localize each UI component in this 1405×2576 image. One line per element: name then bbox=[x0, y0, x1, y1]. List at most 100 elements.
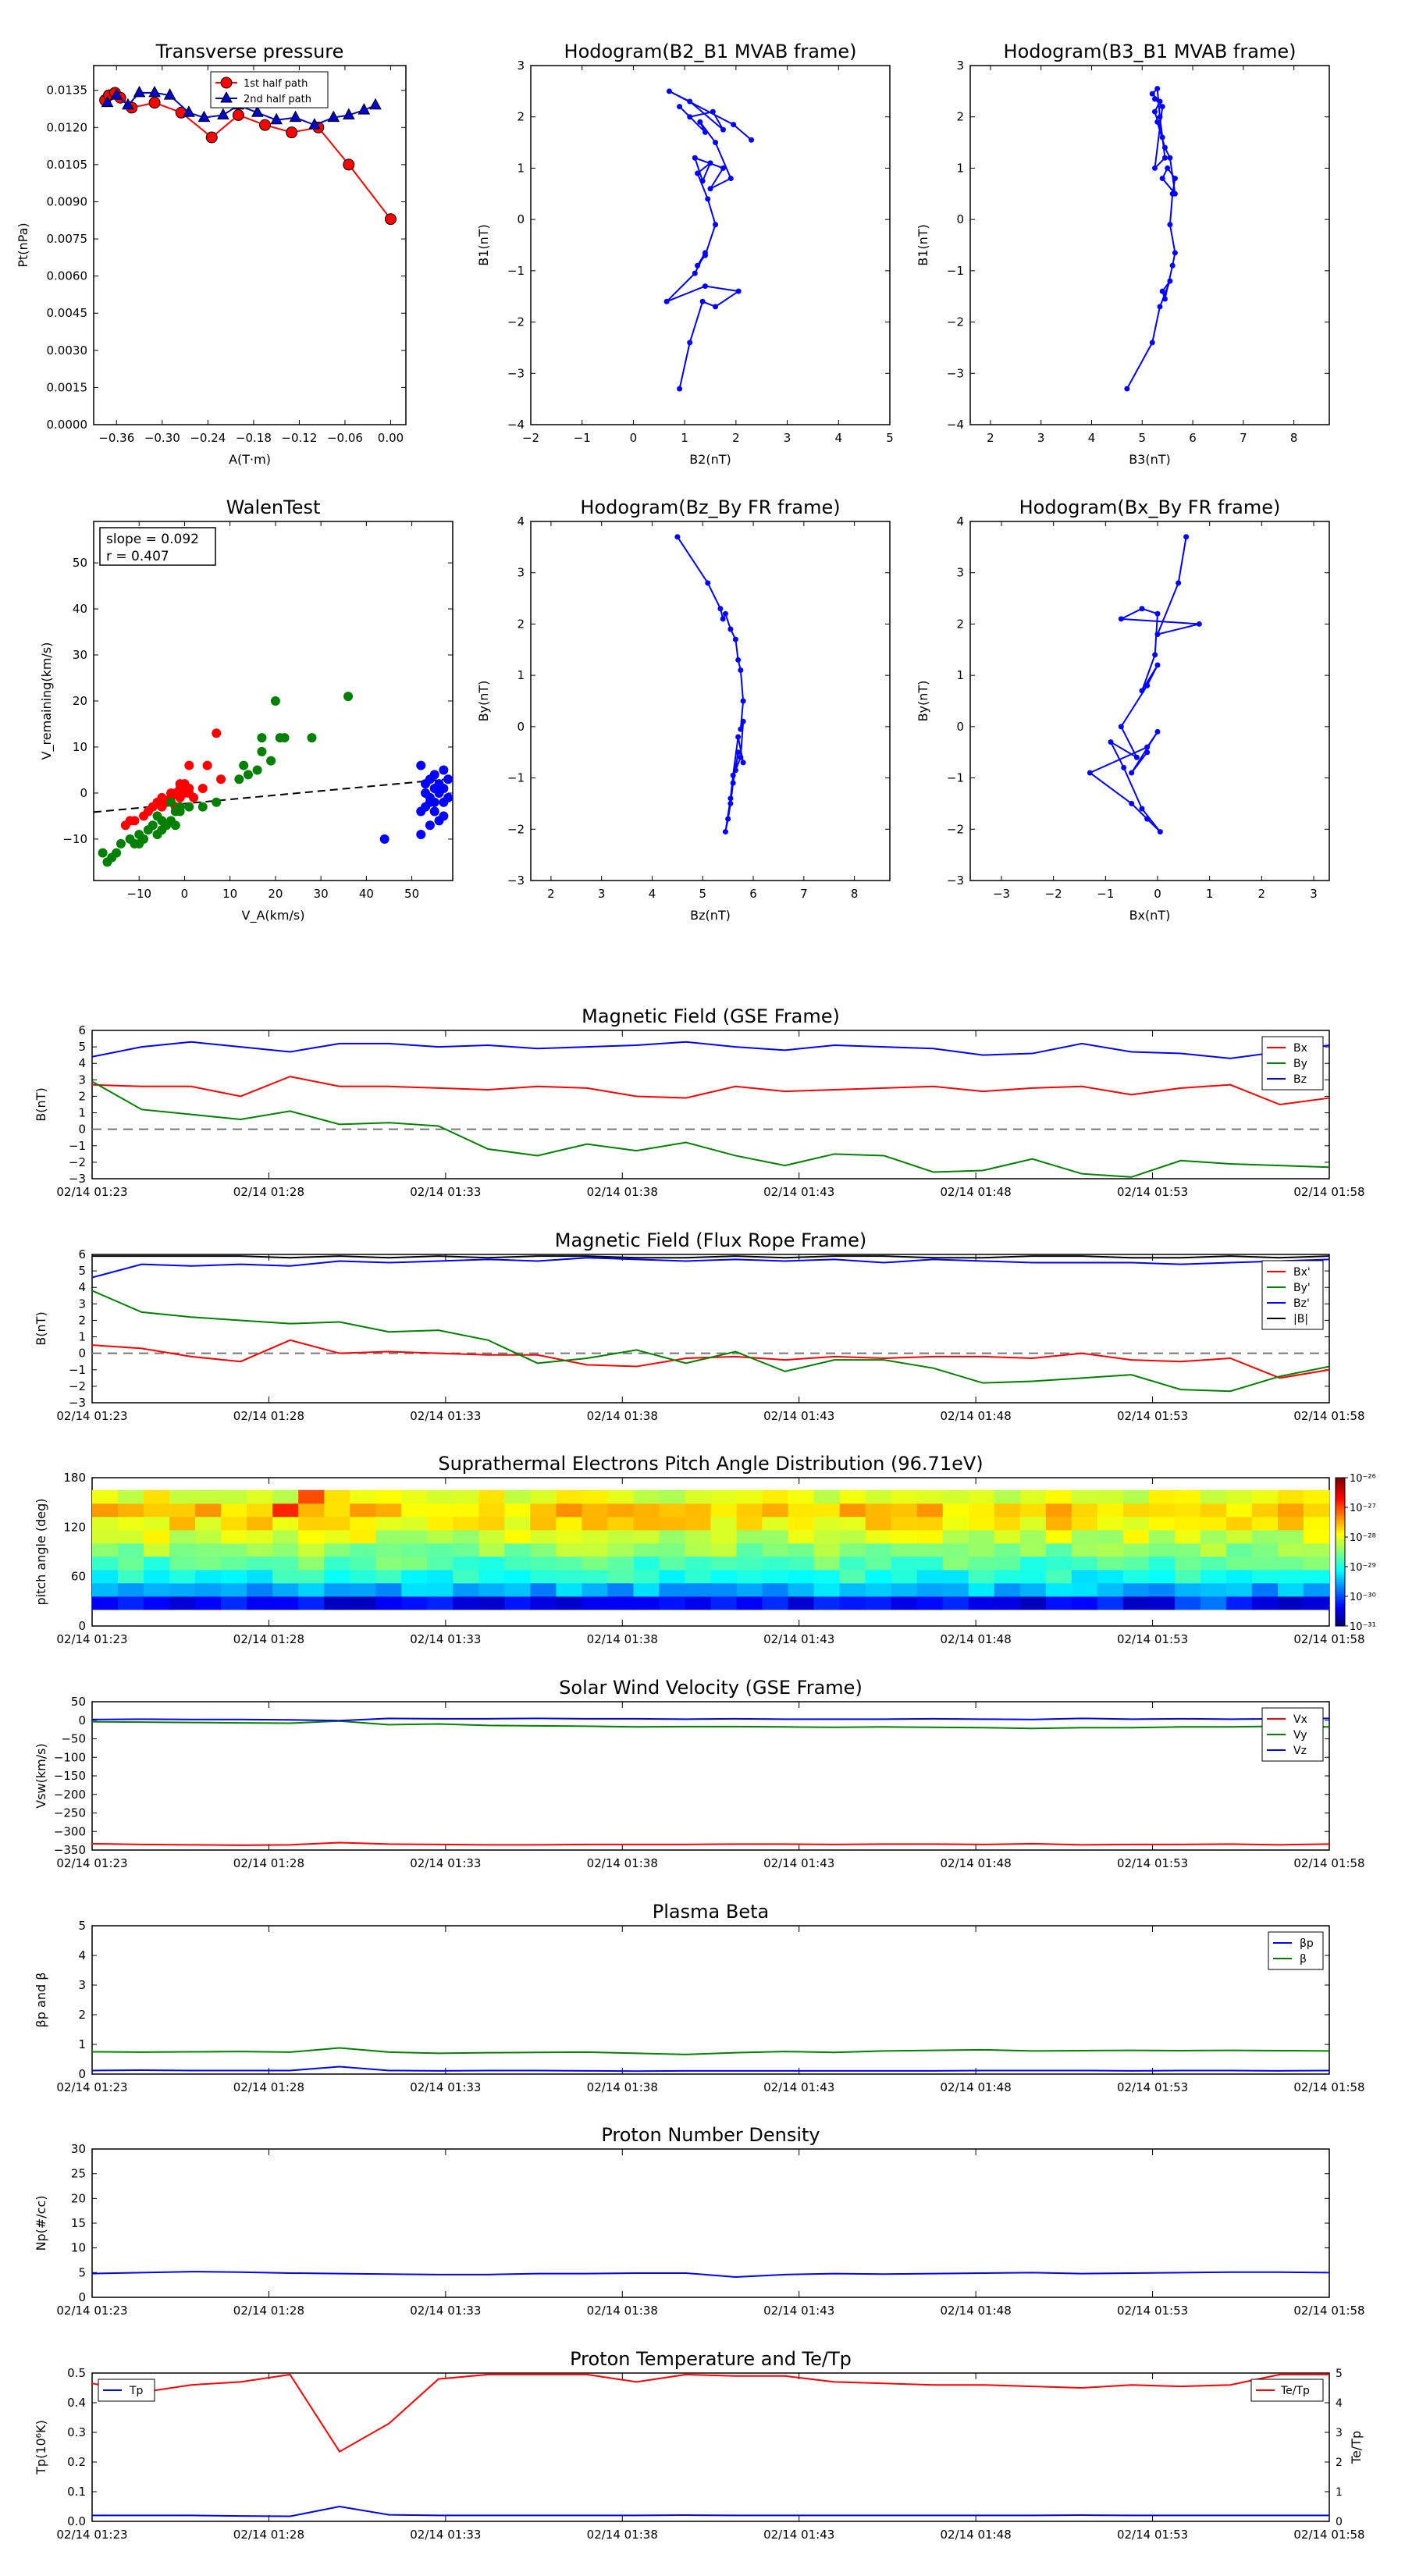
pad-heatmap-cell bbox=[1071, 1596, 1098, 1610]
pad-heatmap-cell bbox=[1019, 1582, 1047, 1597]
pad-heatmap-cell bbox=[427, 1596, 454, 1610]
h3-series-line bbox=[677, 536, 745, 832]
pad-heatmap-cell bbox=[788, 1569, 815, 1584]
pad-heatmap-cell bbox=[478, 1596, 505, 1610]
vsw-xtick-label: 02/14 01:58 bbox=[1293, 1856, 1364, 1870]
pad-heatmap-cell bbox=[916, 1542, 944, 1557]
h3-data-point bbox=[735, 734, 742, 740]
h3-xtick-label: 5 bbox=[699, 887, 707, 901]
pad-colorbar-cell bbox=[1336, 1534, 1345, 1538]
pad-heatmap-cell bbox=[401, 1582, 428, 1597]
vsw-ylabel: Vsw(km/s) bbox=[34, 1743, 48, 1808]
h1-xtick-label: 0 bbox=[630, 431, 638, 445]
walen-scatter-point bbox=[279, 733, 290, 743]
pad-heatmap-cell bbox=[1097, 1556, 1124, 1571]
tp-ytick-label: 0.0045 bbox=[47, 306, 88, 320]
pad-heatmap-cell bbox=[891, 1582, 918, 1597]
pad-heatmap-cell bbox=[478, 1516, 505, 1531]
mag_gse-ytick-label: 0 bbox=[78, 1123, 86, 1137]
h4-data-point bbox=[1129, 800, 1135, 806]
pad-heatmap-cell bbox=[1200, 1542, 1227, 1557]
pad-heatmap-cell bbox=[1045, 1542, 1072, 1557]
pad-heatmap-cell bbox=[478, 1556, 505, 1571]
pad-heatmap-cell bbox=[169, 1516, 196, 1531]
h2-ytick-label: −1 bbox=[947, 264, 964, 278]
pad-heatmap-cell bbox=[762, 1516, 789, 1531]
walen-scatter-point bbox=[416, 830, 426, 840]
pad-heatmap-cell bbox=[247, 1542, 273, 1557]
pad-heatmap-cell bbox=[195, 1556, 222, 1571]
pad-colorbar-cell bbox=[1336, 1606, 1345, 1610]
pad-heatmap-cell bbox=[350, 1556, 376, 1571]
tp-ytick-label: 0.0015 bbox=[47, 380, 88, 394]
h2-data-point bbox=[1172, 250, 1178, 256]
tp-xtick-label: −0.12 bbox=[281, 431, 317, 445]
pad-heatmap-cell bbox=[1251, 1542, 1279, 1557]
pad-heatmap-cell bbox=[839, 1582, 866, 1597]
pad-ytick-label: 180 bbox=[63, 1471, 86, 1485]
pad-heatmap-cell bbox=[762, 1582, 789, 1597]
pad-heatmap-cell bbox=[1122, 1569, 1150, 1584]
temp-xtick-label: 02/14 01:38 bbox=[587, 2528, 658, 2542]
tp-legend-label: 1st half path bbox=[244, 78, 308, 90]
pad-heatmap-cell bbox=[582, 1516, 608, 1531]
pad-heatmap-cell bbox=[1122, 1529, 1150, 1544]
h3-data-point bbox=[740, 718, 746, 724]
tp-ytick-label: 0.0060 bbox=[47, 269, 88, 283]
pad-heatmap-cell bbox=[221, 1503, 247, 1517]
mag_gse-series-line bbox=[91, 1080, 1330, 1178]
pad-heatmap-cell bbox=[401, 1489, 428, 1504]
pad-heatmap-cell bbox=[324, 1542, 350, 1557]
pad-heatmap-cell bbox=[968, 1582, 995, 1597]
h4-series-line bbox=[1088, 536, 1200, 833]
walen-scatter-point bbox=[379, 834, 389, 844]
h1-ytick-label: 0 bbox=[517, 212, 525, 226]
pad-heatmap-cell bbox=[1303, 1503, 1330, 1517]
mag_gse-xtick-label: 02/14 01:58 bbox=[1293, 1185, 1364, 1199]
walen-xtick-label: −10 bbox=[126, 887, 151, 901]
pad-heatmap-cell bbox=[169, 1489, 196, 1504]
tp-data-point bbox=[110, 88, 123, 100]
vsw-ytick-label: 50 bbox=[71, 1695, 86, 1709]
pad-heatmap-cell bbox=[633, 1516, 660, 1531]
walen-scatter-point bbox=[216, 774, 226, 785]
pad-heatmap-cell bbox=[272, 1489, 299, 1504]
pad-heatmap-cell bbox=[1045, 1503, 1072, 1517]
h2-ytick-label: 1 bbox=[956, 161, 964, 175]
pad-heatmap-cell bbox=[942, 1596, 969, 1610]
h4-xtick-label: 2 bbox=[1258, 887, 1266, 901]
h2-ytick-label: −3 bbox=[947, 366, 964, 380]
pad-xtick-label: 02/14 01:28 bbox=[233, 1632, 304, 1646]
mag_fr-ytick-label: 5 bbox=[78, 1264, 86, 1278]
h4-ytick-label: 2 bbox=[956, 617, 964, 631]
pad-heatmap-cell bbox=[247, 1489, 273, 1504]
pad-heatmap-cell bbox=[1148, 1529, 1176, 1544]
pad-heatmap-cell bbox=[1148, 1489, 1176, 1504]
pad-heatmap-cell bbox=[633, 1596, 660, 1610]
h4-data-point bbox=[1154, 632, 1161, 638]
pad-colorbar-cell bbox=[1336, 1527, 1345, 1530]
pad-heatmap-cell bbox=[813, 1529, 841, 1544]
pad-heatmap-cell bbox=[1148, 1503, 1176, 1517]
h4-data-point bbox=[1118, 616, 1124, 622]
mag_fr-series-line bbox=[92, 1255, 1330, 1259]
h1-data-point bbox=[702, 283, 708, 290]
pad-heatmap-cell bbox=[633, 1582, 660, 1597]
pad-heatmap-cell bbox=[942, 1503, 969, 1517]
pad-heatmap-cell bbox=[1303, 1596, 1330, 1610]
pad-heatmap-cell bbox=[247, 1556, 273, 1571]
vsw-ytick-label: −50 bbox=[61, 1732, 86, 1746]
beta-series-line bbox=[91, 2065, 1330, 2073]
pad-heatmap-cell bbox=[1251, 1503, 1279, 1517]
pad-heatmap-cell bbox=[221, 1529, 247, 1544]
pad-heatmap-cell bbox=[968, 1596, 995, 1610]
mag_gse-ytick-label: 2 bbox=[78, 1089, 86, 1103]
h3-data-point bbox=[720, 616, 726, 622]
pad-heatmap-cell bbox=[633, 1489, 660, 1504]
pad-heatmap-cell bbox=[1071, 1529, 1098, 1544]
mag_fr-ytick-label: −3 bbox=[69, 1396, 86, 1410]
pad-heatmap-cell bbox=[1303, 1582, 1330, 1597]
pad-heatmap-cell bbox=[994, 1542, 1021, 1557]
pad-heatmap-cell bbox=[530, 1516, 557, 1531]
pad-heatmap-cell bbox=[968, 1529, 995, 1544]
